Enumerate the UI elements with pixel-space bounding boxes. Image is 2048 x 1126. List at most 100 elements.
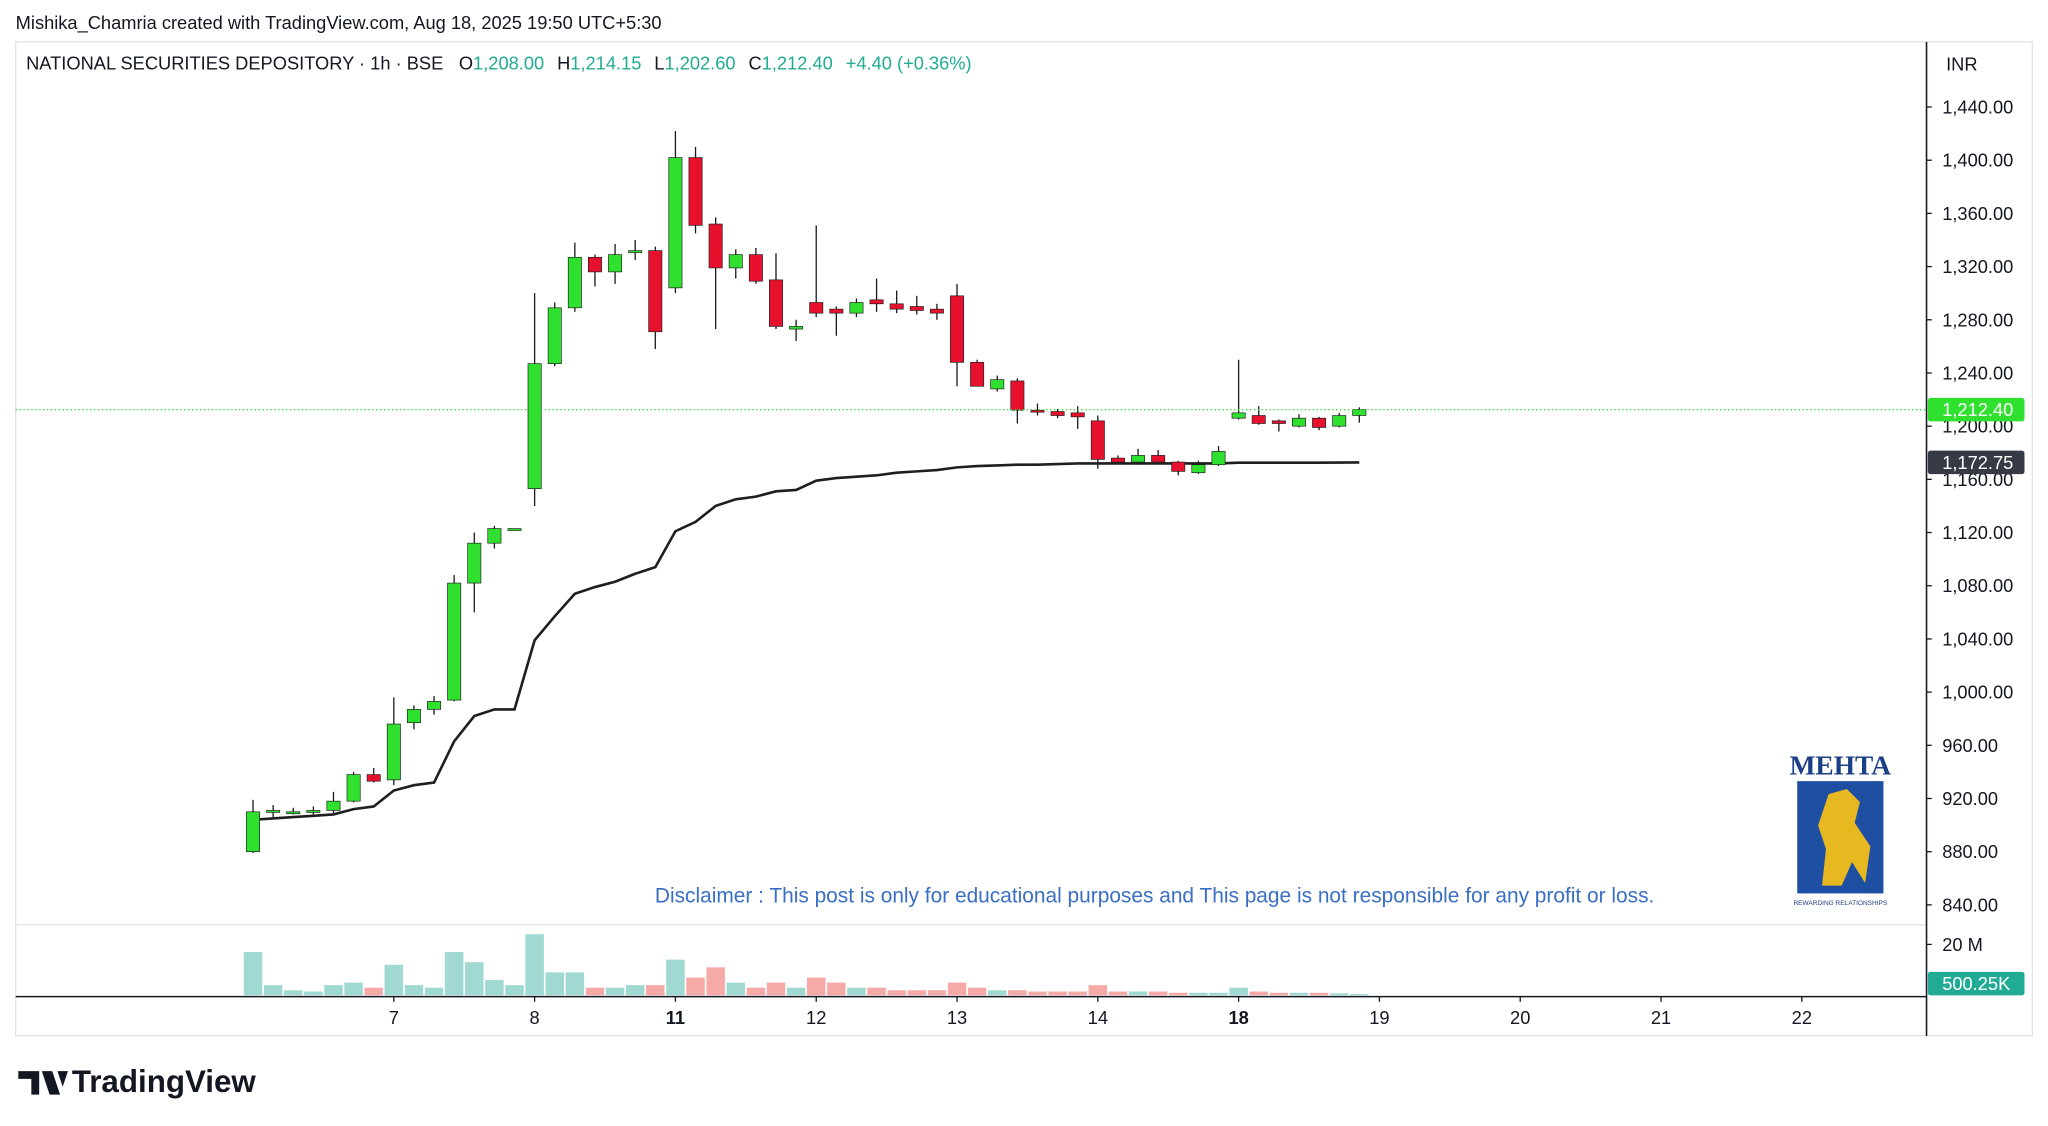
candle-body [1050,411,1065,416]
brand-icon [18,1071,68,1095]
x-tick-label: 19 [1369,1007,1389,1028]
candle-body [950,295,964,363]
volume-bar [1329,993,1349,996]
logo-tagline: REWARDING RELATIONSHIPS [1793,900,1887,907]
volume-bars [243,934,1369,996]
volume-bar [766,982,786,996]
volume-bar [1249,991,1268,996]
candle-body [507,528,522,531]
candle-body [789,326,804,330]
ohlc-label: O [459,52,473,73]
y-tick-label: 1,400.00 [1942,150,2013,171]
candle-body [829,308,844,314]
volume-bar [927,990,947,996]
candle-body [1292,417,1306,427]
last-price-label: 1,212.40 [1942,399,2013,420]
x-tick-label: 18 [1228,1007,1248,1028]
volume-bar [726,982,746,996]
candle-body [648,250,663,333]
candle-body [1332,415,1347,427]
x-tick-label: 11 [666,1007,685,1028]
change: +4.40 (+0.36%) [846,52,972,73]
volume-bar [1068,991,1087,996]
candle-body [769,279,783,327]
volume-bar [505,985,524,996]
volume-bar [786,987,806,996]
candle-body [1352,409,1367,416]
x-tick-label: 8 [530,1007,540,1028]
volume-bar [867,987,886,996]
x-tick-label: 21 [1651,1007,1671,1028]
volume-badge [1927,971,2025,996]
volume-bar [1209,992,1228,996]
x-tick-label: 13 [947,1007,967,1028]
y-tick-label: 1,080.00 [1942,575,2013,596]
y-tick-label: 1,440.00 [1942,97,2013,118]
volume-bar [947,982,967,996]
logo-name: MEHTA [1790,751,1892,781]
x-tick-label: 14 [1088,1007,1108,1028]
volume-bar [465,962,484,996]
candle-body [909,306,924,311]
y-tick-label: 1,360.00 [1942,203,2013,224]
volume-bar [847,987,866,996]
volume-bar [545,972,564,996]
candle-body [728,254,743,269]
candle-body [970,362,985,387]
volume-bar [625,985,645,996]
candle-body [628,250,643,253]
ohlc-value: 1,214.15 [570,52,641,73]
candle-body [608,254,623,273]
candle-body [547,307,562,364]
candle-body [688,157,703,226]
volume-bar [967,987,987,996]
candle-body [1171,461,1186,472]
volume-bar [1350,994,1369,996]
logo: MEHTA REWARDING RELATIONSHIPS [1790,751,1892,908]
x-tick-label: 20 [1510,1007,1530,1028]
candle-body [346,774,361,802]
volume-bar [686,977,705,996]
ohlc-value: 1,212.40 [762,52,833,73]
candle-body [668,157,683,289]
volume-bar [1008,990,1027,996]
vwap-label: 1,172.75 [1942,452,2013,473]
volume-bar [1128,991,1148,996]
volume-bar [1048,991,1067,996]
y-tick-label: 1,120.00 [1942,522,2013,543]
volume-bar [827,982,846,996]
volume-bar [283,990,303,996]
ohlc-value: 1,208.00 [473,52,544,73]
volume-bar [706,967,725,996]
volume-bar [1028,991,1047,996]
candle-body [1191,464,1206,474]
volume-bar [907,990,927,996]
vwap-badge [1927,450,2025,475]
volume-bar [666,959,685,996]
candles [246,130,1367,854]
x-tick-label: 22 [1792,1007,1812,1028]
volume-bar [1148,991,1168,996]
candle-body [447,582,462,701]
volume-bar [1229,987,1248,996]
candle-body [527,363,542,489]
candle-body [849,302,864,314]
candle-body [1090,420,1105,460]
volume-bar [987,990,1007,996]
candle-body [427,701,442,710]
footer-brand: TradingView [18,1064,256,1099]
volume-bar [404,985,424,996]
attribution: Mishika_Chamria created with TradingView… [16,12,662,34]
volume-bar [243,952,263,996]
volume-bar [806,977,826,996]
candle-body [809,302,824,314]
candle-body [567,256,582,309]
volume-bar [565,972,585,996]
volume-bar [444,952,464,996]
candle-body [748,254,763,282]
candle-body [246,811,260,853]
last-price-badge [1927,397,2025,422]
candle-body [467,542,482,584]
